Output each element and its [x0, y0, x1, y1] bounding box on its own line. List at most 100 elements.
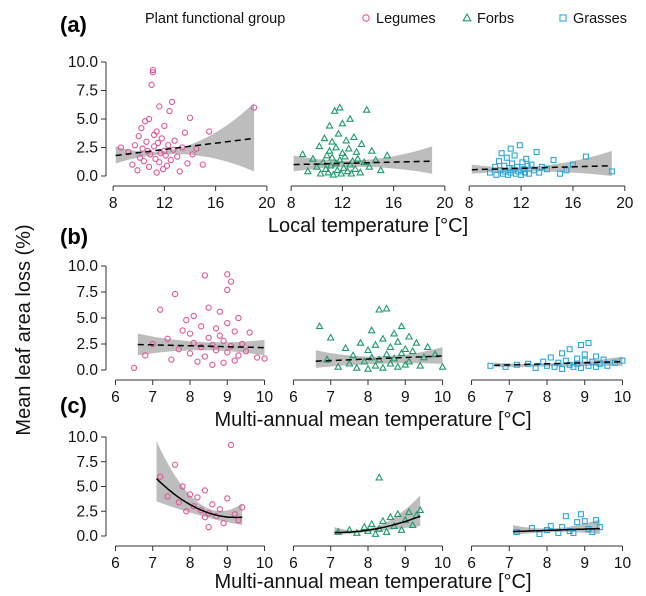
data-point — [378, 334, 387, 342]
data-point — [382, 304, 391, 312]
data-point — [209, 361, 216, 368]
data-point — [382, 349, 391, 358]
data-point — [582, 153, 589, 160]
data-point — [345, 359, 354, 367]
data-point — [383, 151, 392, 159]
data-point — [376, 165, 385, 174]
data-point — [224, 286, 231, 294]
data-point — [577, 342, 584, 349]
data-point — [342, 136, 351, 144]
data-point — [556, 170, 563, 177]
data-point — [367, 353, 376, 361]
data-point — [325, 146, 334, 154]
x-tick-label: 8 — [364, 555, 373, 572]
data-point — [165, 142, 172, 149]
data-point — [559, 350, 566, 357]
data-point — [164, 493, 171, 500]
panel-c-forbs: 6 7 8 9 10 — [289, 473, 452, 572]
data-point — [198, 343, 205, 351]
x-tick-label: 12 — [156, 195, 173, 212]
legend-marker-forbs — [462, 12, 472, 22]
data-point — [346, 160, 355, 168]
data-point — [341, 343, 350, 351]
data-point — [140, 158, 148, 165]
data-point — [532, 364, 539, 371]
data-point — [134, 167, 141, 174]
data-point — [176, 168, 183, 175]
data-point — [604, 362, 611, 369]
data-point — [349, 351, 358, 359]
data-point — [408, 520, 417, 528]
panel-b-grasses: 6 7 8 9 10 — [467, 339, 631, 406]
data-point — [220, 337, 227, 345]
data-point — [190, 503, 197, 510]
data-point — [135, 132, 142, 140]
data-point — [397, 525, 406, 533]
data-point — [412, 338, 421, 346]
data-point — [365, 162, 374, 170]
y-tick-label-b: 0.0 — [76, 362, 98, 379]
ci-band — [115, 103, 255, 172]
data-point — [498, 150, 505, 157]
panel-label-b: (b) — [60, 224, 88, 249]
x-tick-label: 10 — [434, 389, 452, 406]
data-point — [360, 357, 369, 365]
plots-layer: 0.0 2.5 5.0 7.5 10.0 8 12 16 20 8 12 16 20 8 12 16 20 0.0… — [68, 54, 634, 572]
data-point — [162, 152, 169, 159]
data-point — [329, 170, 338, 178]
x-tick-label: 8 — [186, 555, 195, 572]
data-point — [521, 169, 528, 176]
data-point — [346, 114, 355, 122]
legend-marker-legumes — [362, 14, 370, 22]
x-tick-label: 16 — [564, 195, 581, 212]
data-point — [593, 517, 600, 524]
panel-c-legumes: 6 7 8 9 10 — [111, 441, 274, 572]
data-point — [164, 335, 171, 342]
data-point — [547, 354, 554, 361]
data-point — [519, 159, 526, 166]
fit-line — [137, 343, 265, 349]
fit-line — [513, 527, 600, 533]
fit-line — [334, 515, 421, 534]
x-tick-label: 7 — [505, 389, 514, 406]
data-point — [209, 341, 216, 349]
x-tick-label: 9 — [580, 389, 589, 406]
x-tick-label: 7 — [505, 555, 514, 572]
data-point — [593, 353, 600, 360]
x-tick-label: 16 — [385, 195, 402, 212]
data-point — [166, 107, 173, 115]
data-point — [536, 530, 543, 538]
legend-label-legumes: Legumes — [376, 11, 436, 27]
data-point — [419, 353, 428, 361]
fit-line — [115, 137, 255, 157]
ci-band — [156, 441, 243, 526]
data-point — [212, 325, 220, 332]
x-tick-label: 9 — [580, 555, 589, 572]
x-tick-label: 6 — [467, 389, 476, 406]
x-tick-label: 6 — [111, 555, 120, 572]
data-point — [596, 524, 603, 531]
data-point — [344, 144, 353, 152]
panel-a-legumes: 8 12 16 20 — [109, 66, 276, 212]
x-tick-label: 7 — [148, 389, 157, 406]
data-point — [328, 137, 337, 145]
data-point — [328, 153, 337, 161]
data-point — [340, 152, 349, 160]
panel-a-grasses: 8 12 16 20 — [465, 142, 634, 212]
data-point — [581, 518, 588, 525]
data-point — [231, 328, 238, 335]
data-point — [356, 168, 365, 176]
data-point — [216, 506, 223, 513]
x-tick-label: 8 — [186, 389, 195, 406]
data-point — [199, 161, 206, 168]
data-point — [174, 153, 181, 160]
data-point — [157, 306, 164, 313]
x-tick-label: 7 — [148, 555, 157, 572]
data-point — [194, 494, 201, 501]
data-point — [331, 143, 341, 151]
data-point — [495, 158, 503, 165]
data-point — [600, 356, 607, 363]
data-point — [401, 515, 410, 523]
x-axis-label-c: Multi-annual mean temperature [°C] — [214, 571, 531, 593]
data-point — [550, 157, 557, 164]
